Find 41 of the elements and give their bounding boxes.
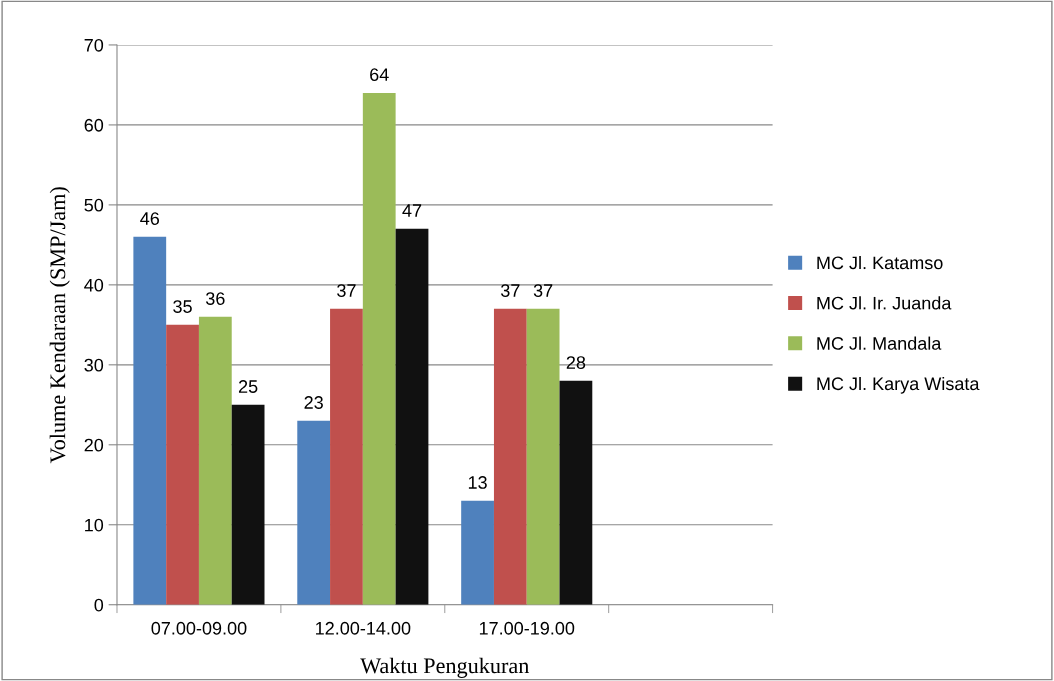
bar [559,380,593,605]
data-label: 28 [566,356,586,369]
data-label: 47 [402,204,422,217]
data-label: 35 [173,300,192,313]
y-tick-label: 30 [84,358,104,372]
x-axis-title: Waktu Pengukuran [360,657,530,678]
data-label: 64 [370,68,389,82]
data-label: 25 [238,380,258,393]
bar [133,236,167,605]
y-axis-title: Volume Kendaraan (SMP/Jam) [49,187,70,464]
bar [395,228,429,605]
y-tick-label: 50 [84,198,104,212]
data-label: 37 [337,284,356,297]
y-tick-label: 10 [85,518,104,532]
bar [362,92,396,605]
bar [198,316,232,605]
bar [526,308,560,605]
data-label: 36 [205,292,225,305]
bar [461,500,494,605]
bar [493,308,527,605]
data-label: 13 [468,476,487,489]
y-tick-label: 20 [84,438,104,452]
bar [330,308,363,605]
legend-label: MC Jl. Ir. Juanda [817,296,952,310]
y-tick-label: 70 [84,38,104,52]
data-label: 46 [140,212,160,225]
legend-label: MC Jl. Katamso [817,255,943,270]
bar [297,420,331,605]
data-label: 23 [304,396,323,409]
y-tick-label: 0 [94,598,104,612]
x-tick-label: 12.00-14.00 [316,621,411,635]
legend-label: MC Jl. Mandala [817,336,942,350]
bar [166,324,199,605]
data-label: 37 [500,284,520,297]
data-label: 37 [533,284,553,297]
x-tick-label: 17.00-19.00 [479,621,575,635]
y-tick-label: 40 [84,278,104,292]
bar [231,404,265,605]
y-tick-label: 60 [84,118,104,132]
legend-label: MC Jl. Karya Wisata [817,376,980,394]
x-tick-label: 07.00-09.00 [151,621,247,635]
